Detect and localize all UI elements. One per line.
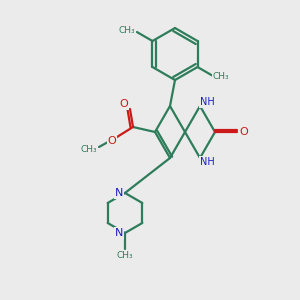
Text: O: O [120, 99, 128, 109]
Text: CH₃: CH₃ [81, 146, 97, 154]
Text: CH₃: CH₃ [213, 71, 230, 80]
Text: NH: NH [200, 97, 214, 107]
Text: NH: NH [200, 157, 214, 167]
Text: O: O [108, 136, 116, 146]
Text: N: N [115, 188, 123, 198]
Text: O: O [240, 127, 248, 137]
Text: CH₃: CH₃ [118, 26, 135, 34]
Text: N: N [115, 228, 123, 238]
Text: CH₃: CH₃ [117, 251, 133, 260]
